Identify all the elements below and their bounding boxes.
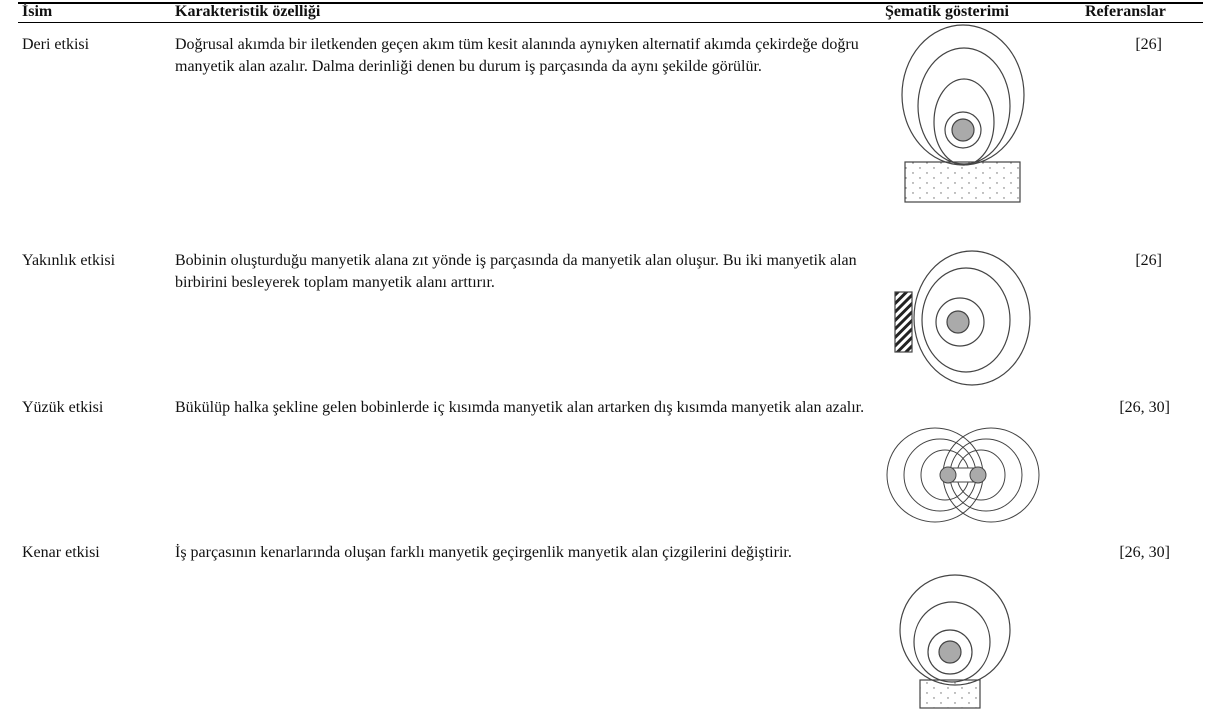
row-description: İş parçasının kenarlarında oluşan farklı… <box>175 544 792 561</box>
proximity-effect-diagram <box>894 250 1031 386</box>
row-name: Yakınlık etkisi <box>22 252 116 269</box>
row-reference: [26, 30] <box>1119 544 1170 561</box>
header-schematic: Şematik gösterimi <box>885 3 1009 20</box>
skin-effect-diagram <box>901 24 1025 203</box>
edge-effect-diagram <box>899 574 1011 709</box>
row-description: Doğrusal akımda bir iletkenden geçen akı… <box>175 36 859 75</box>
header-characteristic: Karakteristik özelliği <box>175 3 321 20</box>
row-reference: [26, 30] <box>1119 399 1170 416</box>
row-name: Deri etkisi <box>22 36 90 53</box>
header-name: İsim <box>22 3 53 20</box>
row-description: Bobinin oluşturduğu manyetik alana zıt y… <box>175 252 857 291</box>
row-name: Yüzük etkisi <box>22 399 104 416</box>
row-description: Bükülüp halka şekline gelen bobinlerde i… <box>175 399 865 416</box>
row-reference: [26] <box>1135 252 1162 269</box>
header-references: Referanslar <box>1085 3 1166 20</box>
header-rule <box>18 22 1203 23</box>
ring-effect-diagram <box>886 427 1040 523</box>
row-reference: [26] <box>1135 36 1162 53</box>
top-rule <box>18 2 1203 4</box>
row-name: Kenar etkisi <box>22 544 100 561</box>
